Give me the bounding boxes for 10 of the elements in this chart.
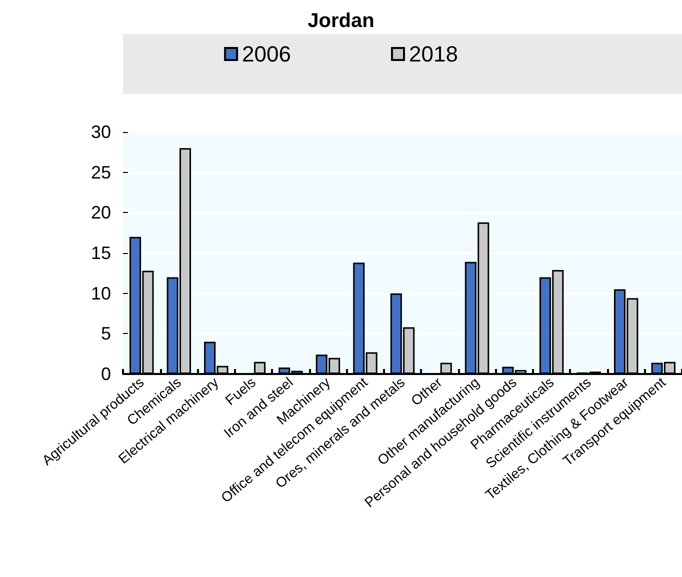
legend-label: 2018 (409, 42, 458, 66)
legend-label: 2006 (242, 42, 292, 66)
y-tick-label: 10 (90, 283, 111, 304)
y-tick-label: 20 (90, 202, 111, 223)
y-tick-label: 15 (90, 243, 111, 263)
y-tick-label: 0 (100, 364, 111, 384)
y-tick-label: 25 (90, 162, 111, 182)
y-tick-label: 5 (100, 324, 111, 344)
y-tick-label: 30 (90, 122, 111, 142)
chart-title: Jordan (308, 10, 374, 32)
